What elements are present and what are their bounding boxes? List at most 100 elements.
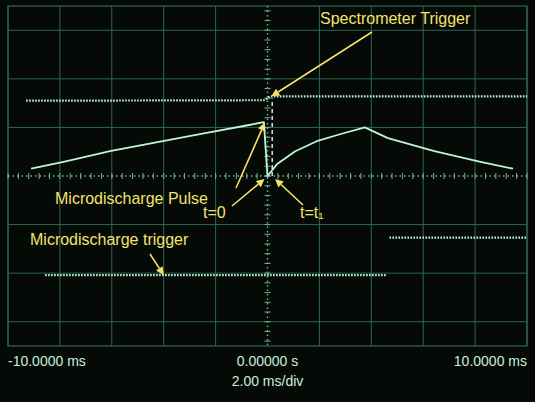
x-grid-line [371,6,372,346]
minor-tick [70,173,71,179]
minor-tick [265,78,271,79]
arrow-head [271,89,280,97]
minor-tick [265,10,271,11]
arrow-head [258,123,265,132]
x-grid-line [215,6,216,346]
y-grid-line [8,273,527,274]
minor-tick [265,117,271,118]
minor-tick [454,173,455,179]
x-axis-label: 2.00 ms/div [232,373,304,389]
minor-tick [18,173,19,179]
minor-tick [360,173,361,179]
minor-tick [402,173,403,179]
traces [26,96,527,275]
minor-tick [392,173,393,179]
minor-tick [350,173,351,179]
minor-tick [288,173,289,179]
minor-tick [163,173,164,179]
background [0,0,535,402]
y-grid-line [8,321,527,322]
x-grid-line [527,6,528,346]
minor-tick [371,173,372,179]
series-arrow [150,254,164,275]
x-grid-line [59,6,60,346]
minor-tick [506,173,507,179]
series-label: Microdischarge trigger [30,231,189,248]
minor-tick [132,173,133,179]
minor-tick [265,331,271,332]
x-grid-line [111,6,112,346]
minor-tick [309,173,310,179]
minor-tick [265,49,271,50]
minor-tick [205,173,206,179]
arrow-head [156,266,164,275]
series-arrow [271,32,372,96]
minor-tick [265,282,271,283]
minor-tick [80,173,81,179]
arrow-head [256,179,265,187]
x-tick-label: 0.00000 s [237,353,299,369]
x-tick-label: 10.0000 ms [454,353,527,369]
arrow-shaft [150,254,159,268]
minor-tick [59,173,60,179]
minor-tick [215,173,216,179]
minor-tick [265,273,271,274]
minor-tick [194,173,195,179]
arrow-shaft [236,130,262,188]
minor-tick [265,321,271,322]
minor-tick [122,173,123,179]
y-grid-line [8,224,527,225]
minor-tick [265,59,271,60]
arrow-shaft [232,184,258,206]
minor-tick [298,173,299,179]
annotation-arrow [232,179,265,206]
x-grid-line [8,6,9,346]
minor-tick [265,88,271,89]
annotation: t=0 [203,204,226,221]
minor-tick [49,173,50,179]
y-grid-line [8,78,527,79]
y-grid-line [8,127,527,128]
annotation-arrow [275,179,303,205]
trace [26,96,527,100]
minor-tick [265,263,271,264]
minor-tick [39,173,40,179]
series-arrow [236,123,265,188]
minor-tick [319,173,320,179]
minor-tick [516,173,517,179]
plot-frame [8,6,527,346]
x-grid-line [423,6,424,346]
minor-tick [423,173,424,179]
scope-screen: Spectrometer Trigger Microdischarge Pulse… [0,0,535,402]
minor-tick [184,173,185,179]
minor-tick [485,173,486,179]
minor-tick [265,244,271,245]
annotation: t=t₁ [300,204,324,221]
minor-tick [277,173,278,179]
arrow-shaft [281,184,303,205]
minor-tick [265,224,271,225]
series-label: Spectrometer Trigger [320,10,471,27]
minor-tick [265,253,271,254]
minor-tick [265,234,271,235]
minor-tick [495,173,496,179]
y-grid-line [8,30,527,31]
minor-tick [464,173,465,179]
x-grid-line [475,6,476,346]
series-label: Microdischarge Pulse [55,190,208,207]
minor-tick [265,302,271,303]
minor-tick [340,173,341,179]
minor-tick [412,173,413,179]
minor-tick [265,69,271,70]
minor-tick [265,214,271,215]
minor-tick [265,292,271,293]
minor-tick [265,185,271,186]
minor-tick [8,173,9,179]
minor-tick [257,173,258,179]
center-minor-ticks [8,11,527,341]
minor-tick [174,173,175,179]
minor-tick [265,30,271,31]
minor-tick [91,173,92,179]
minor-tick [225,173,226,179]
x-grid-line [319,6,320,346]
